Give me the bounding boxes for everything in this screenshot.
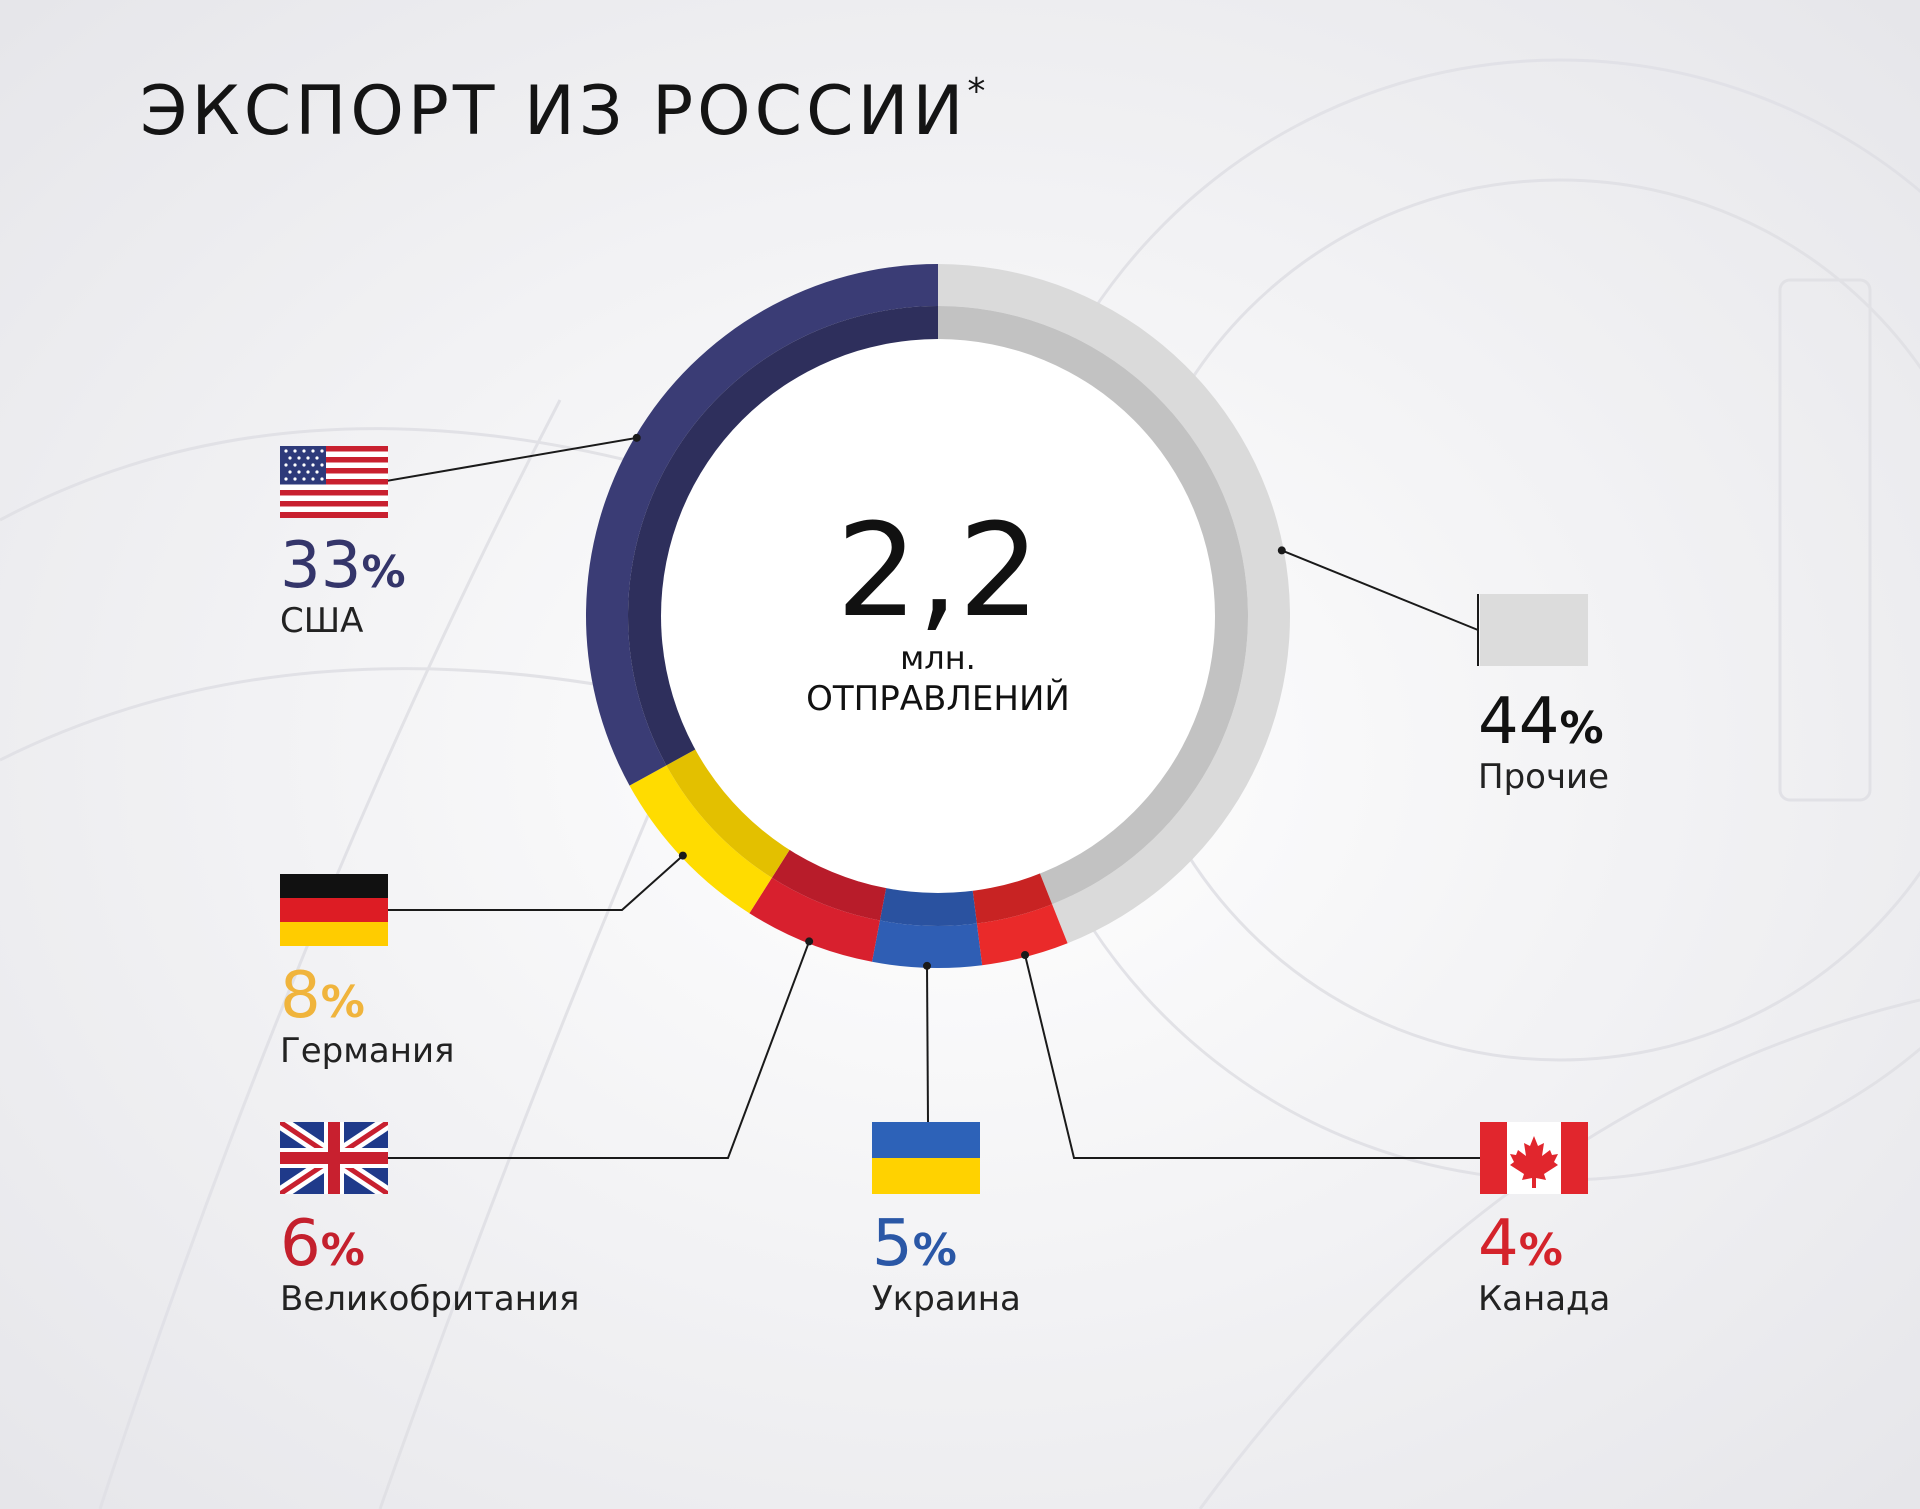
donut-slice-uk: [749, 877, 880, 962]
leader-line-ukraine: [926, 965, 929, 1123]
label-germany-percent: 8%: [280, 959, 365, 1033]
label-ukraine-name: Украина: [872, 1279, 1021, 1319]
label-other-percent: 44%: [1478, 685, 1604, 759]
donut-slice-inner-ukraine: [879, 887, 977, 926]
donut-hole: [661, 339, 1215, 893]
leader-dot-ukraine: [923, 961, 932, 970]
leader-dot-germany: [678, 851, 687, 860]
donut-slice-other: [938, 264, 1290, 944]
label-germany-name: Германия: [280, 1031, 455, 1071]
donut-slice-inner-other: [938, 306, 1248, 905]
leader-line-usa: [379, 436, 637, 483]
label-usa: 33% США: [280, 534, 406, 638]
label-germany: 8% Германия: [280, 964, 455, 1068]
leader-line-canada: [1024, 954, 1480, 1159]
center-total-caption: ОТПРАВЛЕНИЙ: [806, 679, 1070, 719]
label-usa-name: США: [280, 601, 364, 641]
leader-line-other: [1281, 549, 1479, 631]
donut-slice-inner-germany: [666, 748, 791, 878]
donut-slice-inner-uk: [771, 849, 887, 921]
label-uk-percent: 6%: [280, 1207, 365, 1281]
donut-slice-canada: [976, 904, 1068, 966]
donut-slice-usa: [586, 264, 938, 786]
center-total-unit: млн.: [900, 639, 976, 677]
donut-slice-ukraine: [872, 920, 983, 969]
usa-flag-icon: [280, 446, 388, 518]
leader-dot-canada: [1021, 951, 1030, 960]
donut-slice-inner-canada: [972, 872, 1053, 924]
label-canada: 4% Канада: [1478, 1212, 1610, 1316]
leader-dot-other: [1277, 546, 1286, 555]
donut-slice-germany: [629, 765, 772, 914]
label-uk-name: Великобритания: [280, 1279, 580, 1319]
label-canada-name: Канада: [1478, 1279, 1611, 1319]
donut-slice-inner-usa: [628, 306, 938, 766]
leader-line-uk: [380, 941, 811, 1159]
uk-flag-icon: [280, 1122, 388, 1194]
donut-slices: [586, 264, 1290, 969]
label-usa-percent: 33%: [280, 529, 406, 603]
label-other-name: Прочие: [1478, 757, 1610, 797]
germany-flag-icon: [280, 874, 388, 946]
gray-swatch-icon: [1480, 594, 1588, 666]
label-other: 44% Прочие: [1478, 690, 1609, 794]
label-ukraine: 5% Украина: [872, 1212, 1021, 1316]
center-total-value: 2,2: [836, 497, 1040, 646]
label-uk: 6% Великобритания: [280, 1212, 579, 1316]
leader-dot-usa: [632, 433, 641, 442]
ukraine-flag-icon: [872, 1122, 980, 1194]
label-ukraine-percent: 5%: [872, 1207, 957, 1281]
leader-lines: [379, 433, 1480, 1159]
leader-line-germany: [380, 854, 684, 911]
label-canada-percent: 4%: [1478, 1207, 1563, 1281]
leader-dot-uk: [805, 937, 814, 946]
chart-title: ЭКСПОРТ ИЗ РОССИИ*: [140, 71, 986, 151]
canada-flag-icon: [1480, 1122, 1588, 1194]
